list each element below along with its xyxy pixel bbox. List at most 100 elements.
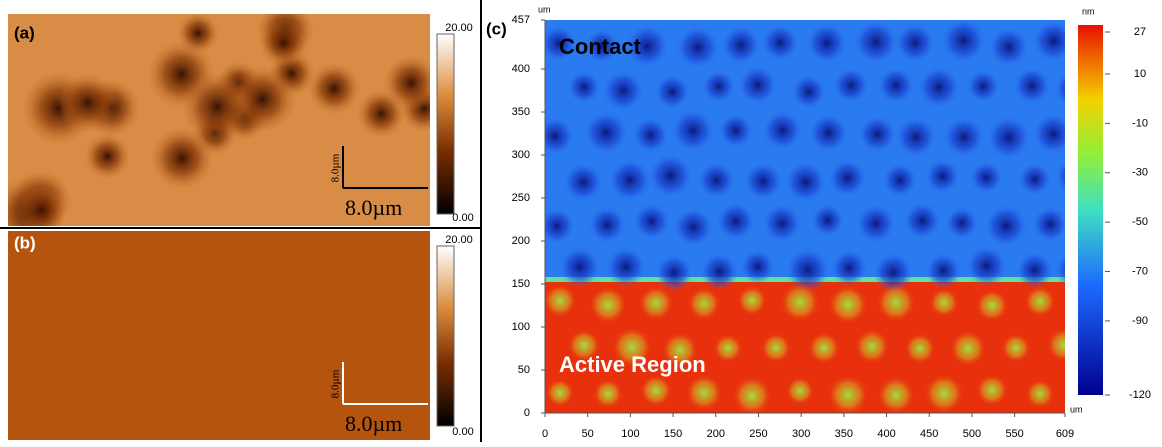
spot: [989, 27, 1028, 66]
x-tick-label: 50: [582, 428, 594, 440]
spot: [606, 247, 646, 287]
x-tick-label: 550: [1005, 428, 1023, 440]
region-label: Active Region: [559, 352, 706, 377]
spot: [877, 377, 914, 414]
panel-label: (a): [14, 23, 35, 42]
spot: [719, 113, 753, 147]
spot: [808, 332, 840, 364]
spot: [763, 111, 802, 150]
y-tick-label: 200: [512, 235, 530, 247]
spot: [589, 206, 626, 243]
spot: [640, 375, 672, 407]
spot: [946, 207, 978, 239]
spot: [603, 70, 643, 110]
spot: [763, 204, 801, 242]
spot: [536, 117, 573, 154]
axis-unit: um: [1070, 404, 1083, 414]
spot: [383, 55, 439, 111]
spot: [780, 283, 819, 322]
spot: [564, 163, 603, 202]
spot: [809, 114, 847, 152]
panel-label: (b): [14, 233, 36, 252]
spot: [785, 162, 826, 203]
spot: [944, 117, 984, 157]
spot: [829, 159, 867, 197]
spot: [883, 163, 917, 197]
spot: [177, 12, 219, 54]
spot: [722, 26, 761, 65]
axis-unit: um: [538, 4, 551, 14]
spot: [966, 246, 1007, 287]
colorbar-c: [1078, 25, 1103, 395]
spot: [761, 333, 791, 363]
spot: [559, 246, 600, 287]
x-tick-label: 500: [963, 428, 981, 440]
spot: [686, 375, 722, 411]
spot: [833, 68, 868, 103]
colorbar-max: 20.00: [445, 22, 473, 34]
colorbar-tick-label: -50: [1132, 216, 1148, 228]
scale-bar-label: 8.0µm: [330, 153, 342, 182]
spot: [738, 66, 776, 104]
scale-bar-label: 8.0µm: [345, 411, 402, 436]
spot: [1033, 114, 1073, 154]
x-tick-label: 250: [749, 428, 767, 440]
spot: [744, 162, 782, 200]
spot: [792, 75, 826, 109]
y-tick-label: 457: [512, 14, 530, 26]
spot: [737, 286, 767, 316]
y-tick-label: 100: [512, 321, 530, 333]
spot: [1001, 333, 1030, 362]
x-tick-label: 400: [877, 428, 895, 440]
spot: [970, 161, 1002, 193]
y-tick-label: 400: [512, 63, 530, 75]
spot: [702, 70, 734, 102]
spot: [976, 374, 1008, 406]
x-tick-label: 300: [792, 428, 810, 440]
x-tick-label: 450: [920, 428, 938, 440]
spot: [925, 374, 964, 413]
spot: [672, 109, 715, 152]
spot: [733, 377, 771, 415]
colorbar-tick-label: -120: [1129, 389, 1151, 401]
spot: [633, 118, 668, 153]
spot: [762, 24, 798, 60]
spot: [831, 250, 867, 286]
spot: [854, 20, 897, 63]
region-label: Contact: [559, 34, 642, 59]
spot: [926, 253, 961, 288]
colorbar-tick-label: 10: [1134, 68, 1146, 80]
spot: [877, 284, 915, 322]
spot: [1014, 67, 1051, 104]
colorbar-tick-label: -30: [1132, 167, 1148, 179]
colorbar-tick-label: -90: [1132, 315, 1148, 327]
spot: [655, 75, 690, 110]
spot: [985, 205, 1027, 247]
figure: (a) (b) (c) 20.00 0.00 20.00 0.00 8.0µm …: [0, 0, 1162, 442]
spot: [656, 254, 693, 291]
spot: [1025, 286, 1056, 317]
x-tick-label: 350: [835, 428, 853, 440]
spot: [1033, 207, 1068, 242]
spot: [58, 73, 118, 133]
colorbar-tick-label: -70: [1132, 265, 1148, 277]
spot: [259, 19, 307, 67]
x-tick-label: 609: [1056, 428, 1074, 440]
spot: [855, 329, 889, 363]
spot: [859, 116, 896, 153]
panel-label: (c): [486, 19, 507, 38]
spot: [942, 19, 986, 63]
spot: [828, 375, 868, 415]
spot: [878, 67, 914, 103]
y-tick-label: 300: [512, 149, 530, 161]
spot: [741, 250, 775, 284]
y-tick-label: 350: [512, 106, 530, 118]
y-tick-label: 0: [524, 407, 530, 419]
spot: [590, 286, 627, 323]
colorbar-min: 0.00: [452, 212, 473, 224]
spot: [649, 154, 693, 198]
spot: [593, 379, 622, 408]
spot: [807, 23, 847, 63]
colorbar-a: [437, 34, 454, 214]
spot: [698, 162, 735, 199]
